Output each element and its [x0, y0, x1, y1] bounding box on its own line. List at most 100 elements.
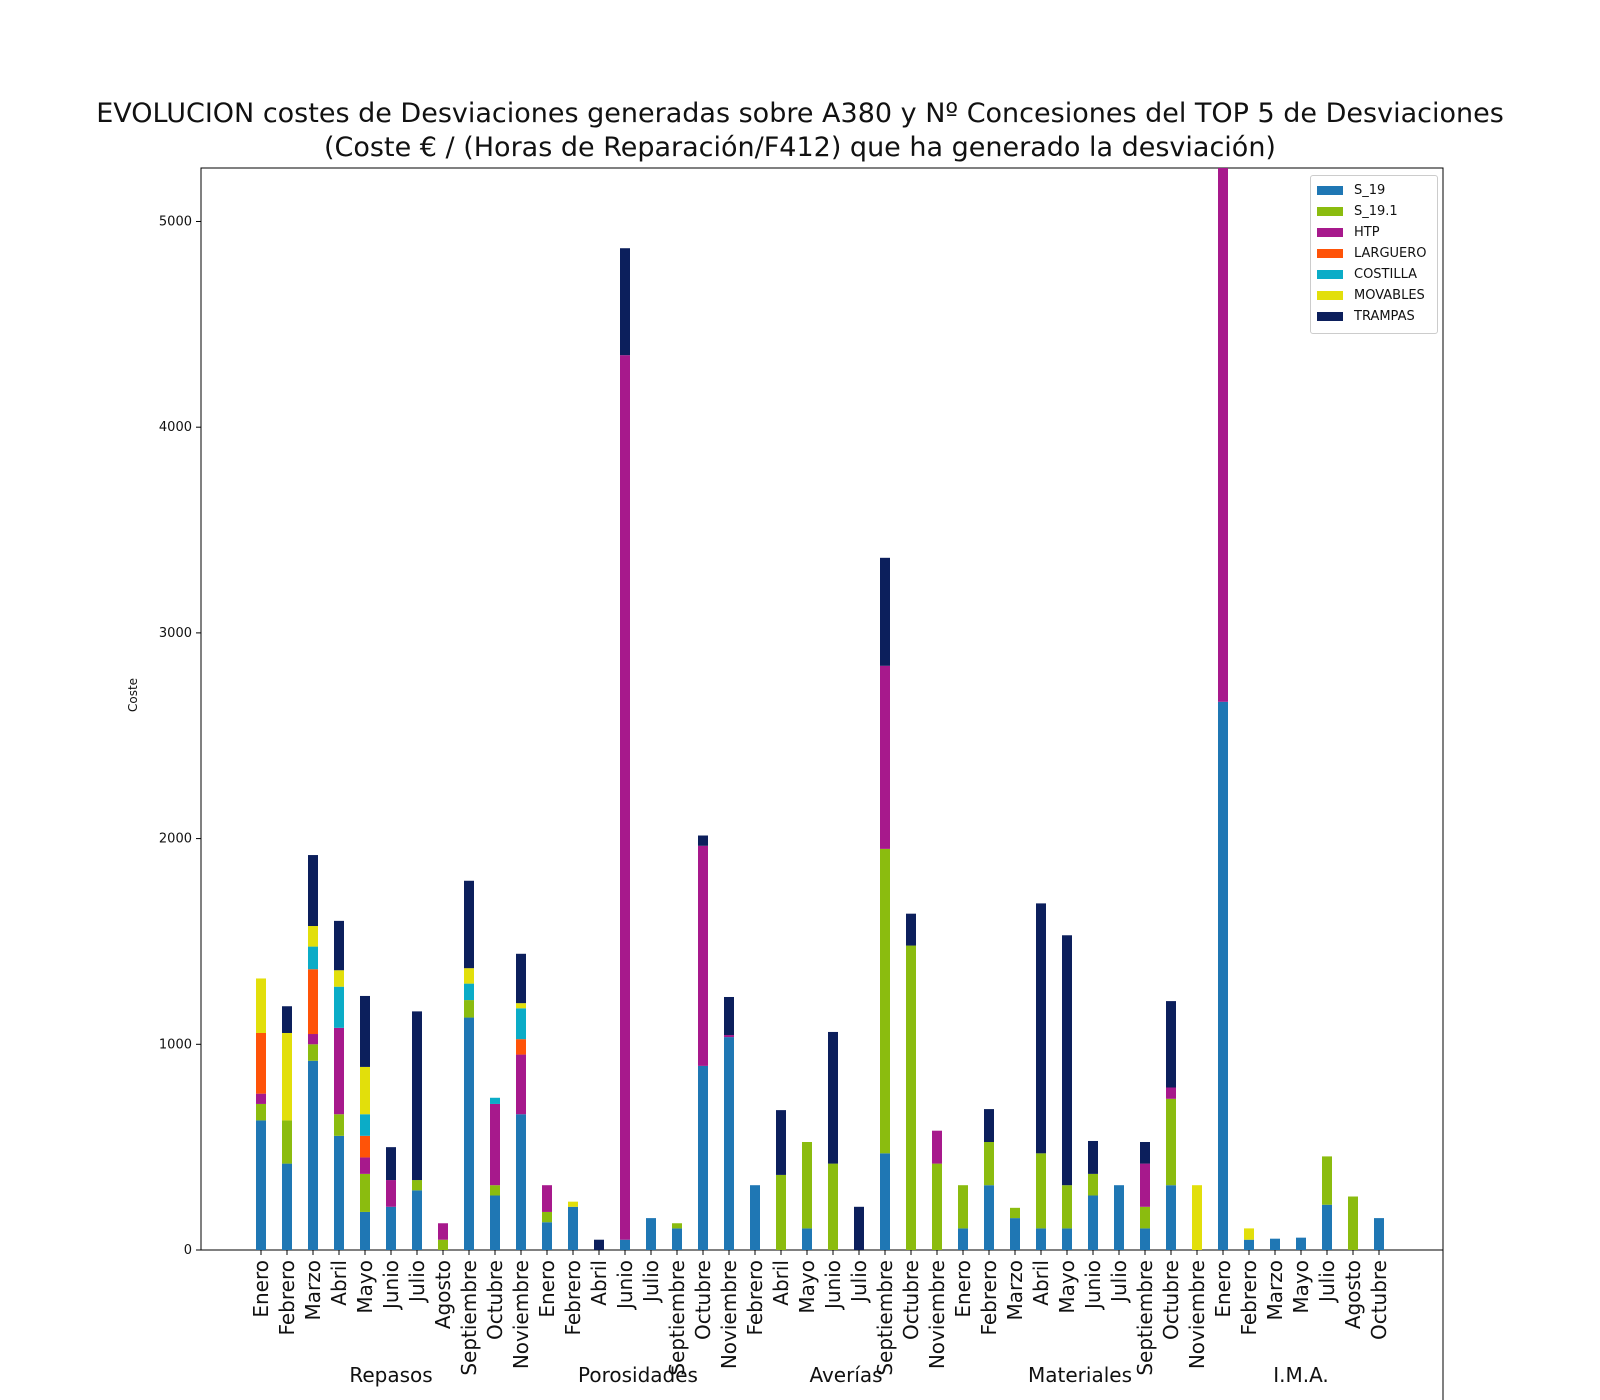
bar-segment-htp	[542, 1185, 552, 1212]
x-tick-label: Junio	[379, 1260, 403, 1311]
bar-segment-costilla	[516, 1008, 526, 1040]
bar-segment-trampas	[1036, 903, 1046, 1154]
bar-segment-trampas	[594, 1239, 604, 1250]
x-tick-label: Mayo	[795, 1260, 819, 1314]
x-tick-label: Septiembre	[873, 1260, 897, 1376]
x-tick-label: Agosto	[431, 1260, 455, 1329]
x-tick-label: Junio	[821, 1260, 845, 1311]
group-label: Averías	[809, 1363, 883, 1387]
bar-segment-s-19	[412, 1190, 422, 1250]
bar-segment-movables	[256, 978, 266, 1033]
x-tick-label: Noviembre	[1185, 1260, 1209, 1369]
bar-segment-s-19-1	[1088, 1173, 1098, 1196]
x-tick-label: Septiembre	[665, 1260, 689, 1376]
legend-swatch	[1317, 207, 1343, 216]
bar-segment-s-19	[802, 1228, 812, 1250]
bar-segment-s-19	[308, 1060, 318, 1250]
x-tick-label: Enero	[535, 1260, 559, 1318]
bar-segment-s-19-1	[880, 848, 890, 1154]
legend-swatch	[1317, 228, 1343, 237]
x-tick-label: Febrero	[977, 1260, 1001, 1336]
bar-segment-s-19	[1218, 701, 1228, 1250]
bar-segment-s-19-1	[958, 1185, 968, 1229]
bar-segment-larguero	[360, 1135, 370, 1158]
bar-segment-s-19-1	[1036, 1153, 1046, 1229]
group-label: Repasos	[349, 1363, 433, 1387]
x-tick-label: Agosto	[1341, 1260, 1365, 1329]
legend-item: TRAMPAS	[1311, 306, 1437, 327]
bar-segment-trampas	[828, 1031, 838, 1164]
x-tick-label: Enero	[249, 1260, 273, 1318]
bar-segment-movables	[516, 1003, 526, 1009]
bar-segment-trampas	[724, 996, 734, 1036]
x-tick-label: Noviembre	[509, 1260, 533, 1369]
bar-segment-s-19	[620, 1239, 630, 1250]
x-tick-label: Abril	[327, 1260, 351, 1306]
bar-segment-trampas	[906, 913, 916, 946]
bar-segment-s-19	[360, 1211, 370, 1250]
bar-segment-trampas	[282, 1006, 292, 1033]
x-tick-label: Enero	[951, 1260, 975, 1318]
bar-segment-s-19-1	[1140, 1206, 1150, 1229]
chart-title-line-2: (Coste € / (Horas de Reparación/F412) qu…	[324, 132, 1276, 163]
bar-segment-s-19-1	[906, 945, 916, 1250]
bar-segment-movables	[282, 1032, 292, 1121]
bar-segment-larguero	[516, 1039, 526, 1055]
x-tick-label: Abril	[769, 1260, 793, 1306]
x-tick-label: Febrero	[743, 1260, 767, 1336]
y-tick-label: 1000	[159, 1037, 192, 1052]
bar-segment-s-19	[724, 1037, 734, 1250]
bar-segment-htp	[932, 1130, 942, 1164]
x-tick-label: Abril	[1029, 1260, 1053, 1306]
bar-segment-costilla	[464, 983, 474, 1001]
x-tick-label: Marzo	[1003, 1260, 1027, 1320]
legend-swatch	[1317, 312, 1343, 321]
x-tick-label: Octubre	[691, 1260, 715, 1340]
y-tick-label: 4000	[159, 420, 192, 435]
bar-segment-s-19	[646, 1218, 656, 1250]
bar-segment-s-19	[698, 1065, 708, 1250]
group-label: Porosidades	[578, 1363, 698, 1387]
bar-segment-trampas	[776, 1110, 786, 1175]
legend-swatch	[1317, 186, 1343, 195]
legend: S_19 S_19.1 HTP LARGUERO COSTILLA MOVABLES TRA…	[1310, 175, 1438, 334]
x-tick-label: Noviembre	[925, 1260, 949, 1369]
bar-segment-s-19	[1296, 1237, 1306, 1250]
bar-segment-s-19	[958, 1228, 968, 1250]
bar-segment-s-19-1	[308, 1044, 318, 1061]
x-tick-label: Octubre	[899, 1260, 923, 1340]
x-tick-label: Febrero	[275, 1260, 299, 1336]
bar-segment-trampas	[516, 953, 526, 1004]
bar-segment-s-19	[282, 1163, 292, 1250]
y-tick-label: 3000	[159, 626, 192, 641]
bar-segment-trampas	[334, 920, 344, 971]
legend-label: HTP	[1354, 225, 1380, 240]
bar-segment-s-19-1	[282, 1120, 292, 1164]
x-tick-label: Marzo	[301, 1260, 325, 1320]
x-tick-label: Noviembre	[717, 1260, 741, 1369]
x-tick-label: Enero	[1211, 1260, 1235, 1318]
bar-segment-trampas	[1140, 1142, 1150, 1164]
bar-segment-s-19-1	[438, 1239, 448, 1250]
x-tick-label: Julio	[639, 1260, 663, 1304]
x-tick-label: Julio	[847, 1260, 871, 1304]
bar-segment-s-19-1	[1348, 1196, 1358, 1250]
bar-segment-s-19-1	[1010, 1207, 1020, 1219]
legend-label: TRAMPAS	[1354, 309, 1415, 324]
bar-segment-costilla	[334, 986, 344, 1028]
bar-segment-s-19-1	[828, 1163, 838, 1250]
plot-frame	[200, 167, 1444, 1251]
bar-segment-htp	[724, 1035, 734, 1038]
bar-segment-htp	[386, 1180, 396, 1207]
bar-segment-htp	[880, 665, 890, 849]
bar-segment-s-19-1	[1166, 1098, 1176, 1186]
x-tick-label: Octubre	[483, 1260, 507, 1340]
bar-segment-trampas	[308, 855, 318, 927]
legend-label: COSTILLA	[1354, 267, 1418, 282]
bar-segment-s-19	[1270, 1238, 1280, 1250]
bar-segment-s-19-1	[542, 1211, 552, 1223]
bar-segment-trampas	[386, 1147, 396, 1181]
bar-segment-trampas	[412, 1011, 422, 1181]
bar-segment-s-19-1	[334, 1114, 344, 1136]
bar-segment-s-19	[1140, 1228, 1150, 1250]
